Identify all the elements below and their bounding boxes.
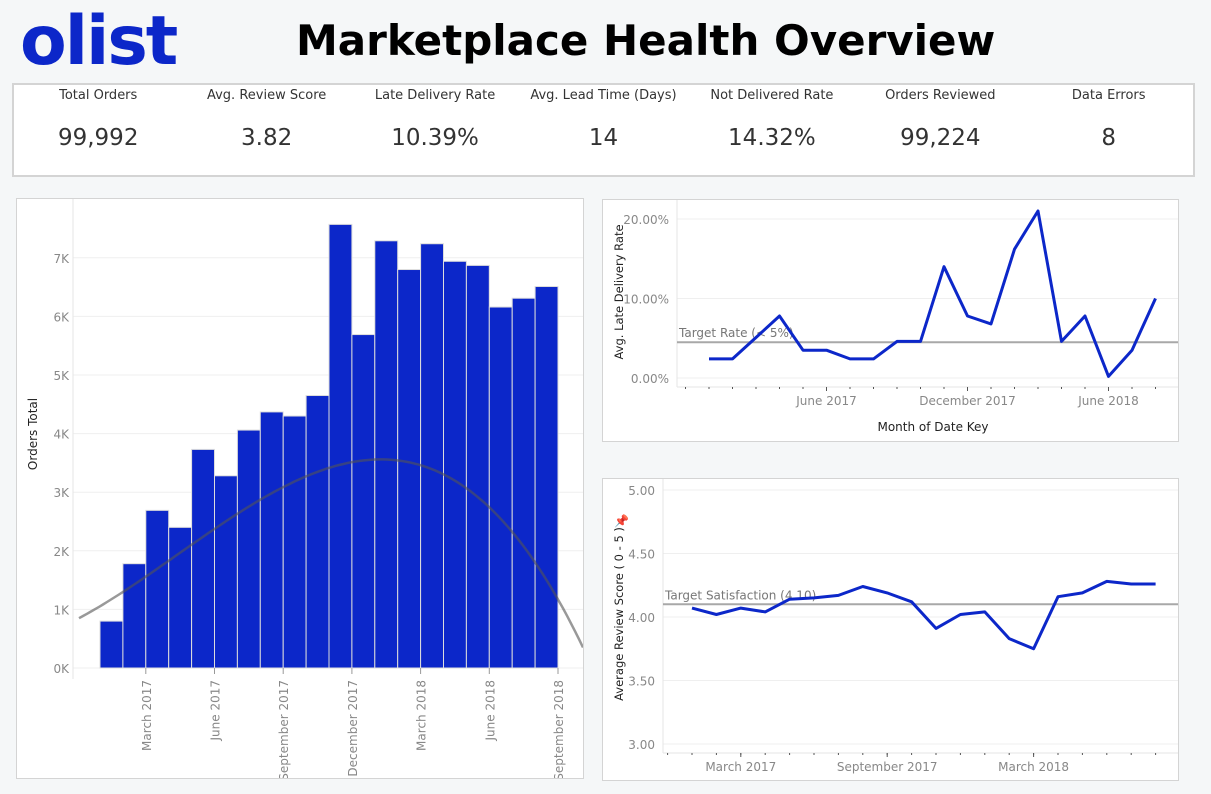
x-tick-label: September 2018 bbox=[552, 680, 566, 778]
kpi-label: Data Errors bbox=[1071, 88, 1146, 103]
y-tick-label: 20.00% bbox=[623, 213, 669, 227]
bar bbox=[328, 223, 353, 669]
kpi-label: Orders Reviewed bbox=[885, 88, 996, 103]
kpi-value: 10.39% bbox=[391, 125, 479, 151]
y-axis-title: Avg. Late Delivery Rate bbox=[612, 224, 626, 359]
series-line bbox=[709, 209, 1157, 378]
kpi-value: 14.32% bbox=[728, 125, 816, 151]
bar bbox=[397, 269, 422, 669]
x-tick-label: March 2017 bbox=[705, 760, 776, 774]
kpi-card: Not Delivered Rate 14.32% bbox=[688, 85, 856, 175]
bar bbox=[420, 243, 445, 669]
trend-line bbox=[78, 458, 585, 649]
x-tick-label: March 2018 bbox=[998, 760, 1069, 774]
bar bbox=[511, 297, 536, 669]
y-tick-label: 4K bbox=[53, 428, 70, 442]
x-tick-label: September 2017 bbox=[837, 760, 938, 774]
y-tick-label: 5K bbox=[53, 369, 70, 383]
kpi-label: Total Orders bbox=[59, 88, 138, 103]
bar bbox=[351, 334, 376, 669]
review-score-chart-panel: 3.00 3.50 4.00 4.50 5.00 March 2017 September … bbox=[602, 478, 1179, 781]
bar bbox=[214, 475, 238, 669]
bar bbox=[534, 286, 559, 669]
reference-label: Target Rate (< 5%) bbox=[678, 326, 794, 340]
y-tick-label: 7K bbox=[53, 252, 70, 266]
y-tick-label: 3K bbox=[53, 486, 70, 500]
late-delivery-line-chart: 0.00% 10.00% 20.00% June 2017 December 2017 J… bbox=[612, 200, 1178, 434]
x-tick-label: March 2017 bbox=[140, 680, 154, 751]
y-tick-label: 2K bbox=[53, 545, 70, 559]
bar bbox=[236, 429, 261, 669]
reference-label: Target Satisfaction (4.10) bbox=[664, 588, 816, 602]
pin-icon: 📌 bbox=[614, 513, 629, 528]
x-tick-label: December 2017 bbox=[346, 680, 360, 777]
x-axis-title: Month of Date Key bbox=[877, 420, 988, 434]
kpi-label: Avg. Lead Time (Days) bbox=[530, 88, 677, 103]
kpi-value: 99,992 bbox=[57, 125, 139, 151]
bar bbox=[99, 620, 124, 669]
bar bbox=[145, 509, 170, 669]
kpi-card: Orders Reviewed 99,224 bbox=[856, 85, 1024, 175]
kpi-value: 3.82 bbox=[241, 125, 293, 151]
kpi-label: Not Delivered Rate bbox=[710, 88, 834, 103]
bar bbox=[374, 240, 399, 669]
y-axis-title: Average Review Score ( 0 - 5 ) bbox=[612, 527, 626, 701]
bar bbox=[282, 415, 307, 669]
kpi-card: Avg. Lead Time (Days) 14 bbox=[519, 85, 687, 175]
y-tick-label: 6K bbox=[53, 310, 70, 324]
kpi-value: 14 bbox=[588, 125, 619, 151]
late-delivery-chart-panel: 0.00% 10.00% 20.00% June 2017 December 2017 J… bbox=[602, 199, 1179, 442]
bar bbox=[443, 260, 467, 669]
bar bbox=[259, 411, 284, 669]
y-tick-label: 0.00% bbox=[631, 372, 669, 386]
kpi-label: Late Delivery Rate bbox=[374, 88, 496, 103]
kpi-bar: Total Orders 99,992 Avg. Review Score 3.82 L… bbox=[12, 83, 1195, 177]
kpi-value: 8 bbox=[1101, 125, 1117, 151]
kpi-card: Total Orders 99,992 bbox=[14, 85, 182, 175]
bar bbox=[488, 306, 513, 669]
x-tick-label: June 2017 bbox=[209, 680, 223, 742]
x-tick-label: December 2017 bbox=[919, 394, 1016, 408]
bar bbox=[191, 448, 216, 669]
orders-bar-chart-panel: 0K 1K 2K 3K 4K 5K 6K 7K Orders Total March 2017 Ju… bbox=[16, 198, 585, 781]
kpi-card: Avg. Review Score 3.82 bbox=[182, 85, 350, 175]
series-line bbox=[691, 579, 1156, 651]
olist-logo: olist bbox=[20, 2, 178, 81]
kpi-card: Late Delivery Rate 10.39% bbox=[351, 85, 519, 175]
x-tick-label: March 2018 bbox=[415, 680, 429, 751]
y-axis-title: Orders Total bbox=[26, 398, 40, 470]
bar bbox=[305, 395, 330, 669]
page-title: Marketplace Health Overview bbox=[296, 16, 996, 65]
y-tick-label: 10.00% bbox=[623, 293, 669, 307]
kpi-label: Avg. Review Score bbox=[206, 88, 327, 103]
y-tick-label: 5.00 bbox=[628, 484, 655, 498]
y-tick-label: 3.00 bbox=[628, 738, 655, 752]
bar bbox=[465, 264, 490, 669]
y-tick-label: 1K bbox=[53, 603, 70, 617]
y-tick-label: 4.50 bbox=[628, 548, 655, 562]
kpi-value: 99,224 bbox=[900, 125, 981, 151]
x-tick-label: June 2018 bbox=[1077, 394, 1139, 408]
x-tick-label: June 2018 bbox=[483, 680, 497, 742]
x-tick-label: June 2017 bbox=[795, 394, 857, 408]
y-tick-label: 3.50 bbox=[628, 675, 655, 689]
y-tick-label: 4.00 bbox=[628, 611, 655, 625]
x-tick-label: September 2017 bbox=[277, 680, 291, 778]
kpi-card: Data Errors 8 bbox=[1025, 85, 1193, 175]
review-score-line-chart: 3.00 3.50 4.00 4.50 5.00 March 2017 September … bbox=[612, 479, 1178, 774]
y-tick-label: 0K bbox=[53, 662, 70, 676]
orders-bar-chart: 0K 1K 2K 3K 4K 5K 6K 7K Orders Total March 2017 Ju… bbox=[26, 199, 585, 781]
